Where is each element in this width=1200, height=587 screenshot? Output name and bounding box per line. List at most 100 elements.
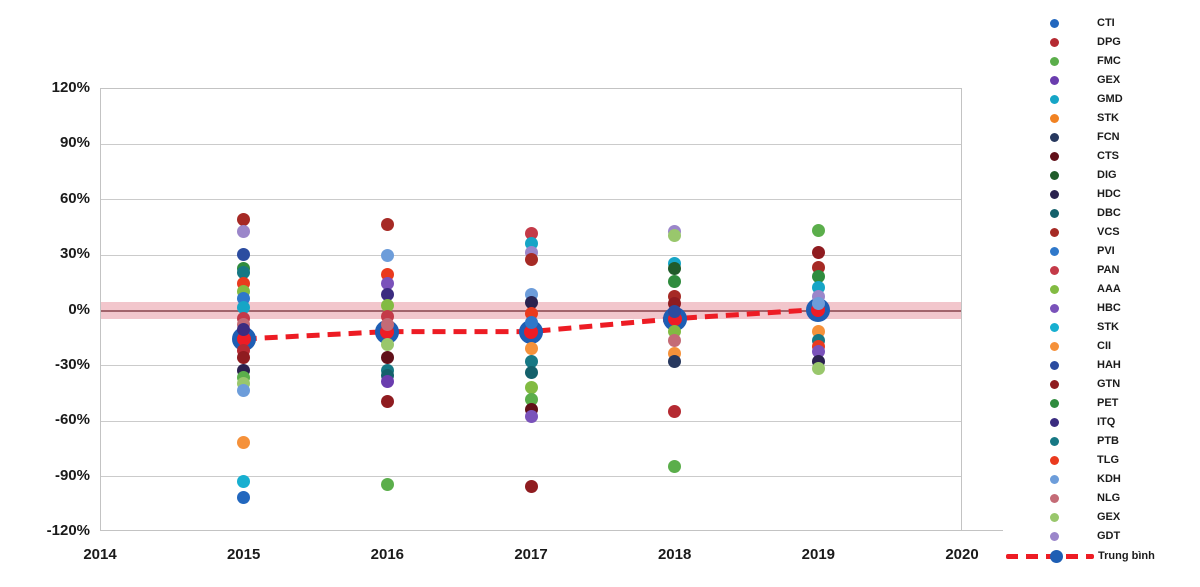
- legend-item: GEX: [1050, 508, 1120, 527]
- scatter-point: [668, 334, 682, 348]
- legend-dot: [1050, 361, 1059, 370]
- legend-item: HAH: [1050, 356, 1121, 375]
- scatter-point: [380, 277, 394, 291]
- legend-dot: [1050, 494, 1059, 503]
- legend-dot: [1050, 19, 1059, 28]
- legend-label: KDH: [1097, 473, 1121, 485]
- legend-label: ITQ: [1097, 416, 1116, 428]
- legend-label: FCN: [1097, 131, 1120, 143]
- legend-label: HBC: [1097, 302, 1121, 314]
- legend-dot: [1050, 247, 1059, 256]
- legend-dot: [1050, 304, 1059, 313]
- legend-item: GTN: [1050, 375, 1120, 394]
- scatter-point: [237, 474, 251, 488]
- legend-item: GEX: [1050, 71, 1120, 90]
- scatter-point: [668, 229, 682, 243]
- scatter-point: [380, 317, 394, 331]
- scatter-point: [668, 304, 682, 318]
- scatter-point: [237, 350, 251, 364]
- legend-item: PAN: [1050, 261, 1119, 280]
- legend-label: CTI: [1097, 17, 1115, 29]
- scatter-point: [811, 245, 825, 259]
- legend-dot: [1050, 342, 1059, 351]
- gridline: [101, 199, 961, 201]
- scatter-point: [237, 301, 251, 315]
- scatter-point: [237, 435, 251, 449]
- x-tick-label: 2019: [801, 546, 836, 563]
- legend-label: PTB: [1097, 435, 1119, 447]
- scatter-point: [668, 459, 682, 473]
- scatter-point: [380, 350, 394, 364]
- legend-dot: [1050, 57, 1059, 66]
- legend-dot: [1050, 532, 1059, 541]
- legend-item: DPG: [1050, 33, 1121, 52]
- legend-label: GEX: [1097, 74, 1121, 86]
- legend-dot: [1050, 76, 1059, 85]
- legend-label: STK: [1097, 321, 1119, 333]
- y-tick-label: -60%: [54, 411, 90, 429]
- scatter-point: [380, 249, 394, 263]
- scatter-point: [524, 315, 538, 329]
- y-tick-label: -90%: [54, 466, 90, 484]
- y-tick-label: 90%: [59, 134, 90, 152]
- legend-item: CTI: [1050, 14, 1115, 33]
- legend-item: GMD: [1050, 90, 1123, 109]
- gridline: [101, 476, 961, 478]
- legend-label: HAH: [1097, 359, 1121, 371]
- scatter-point: [524, 365, 538, 379]
- scatter-point: [668, 275, 682, 289]
- scatter-point: [668, 404, 682, 418]
- y-tick-label: 60%: [59, 189, 90, 207]
- scatter-point: [668, 354, 682, 368]
- legend-item: TLG: [1050, 451, 1119, 470]
- legend-label: GDT: [1097, 530, 1121, 542]
- scatter-point: [380, 338, 394, 352]
- legend-label: GTN: [1097, 378, 1121, 390]
- legend-label: STK: [1097, 112, 1119, 124]
- x-tick-label: 2015: [226, 546, 261, 563]
- legend-item: STK: [1050, 109, 1119, 128]
- scatter-point: [811, 269, 825, 283]
- legend-item: FMC: [1050, 52, 1121, 71]
- legend-average-label: Trung bình: [1098, 550, 1155, 562]
- legend-item: CTS: [1050, 147, 1119, 166]
- legend-label: DBC: [1097, 207, 1121, 219]
- legend-item: CII: [1050, 337, 1111, 356]
- legend-dot: [1050, 380, 1059, 389]
- scatter-point: [380, 478, 394, 492]
- scatter-point: [524, 295, 538, 309]
- legend-item: PET: [1050, 394, 1118, 413]
- y-tick-label: 0%: [68, 300, 90, 318]
- legend-dot: [1050, 323, 1059, 332]
- legend-dot: [1050, 114, 1059, 123]
- legend-item: HDC: [1050, 185, 1121, 204]
- scatter-point: [524, 341, 538, 355]
- legend-item: ITQ: [1050, 413, 1115, 432]
- legend-item: GDT: [1050, 527, 1120, 546]
- legend-dot: [1050, 285, 1059, 294]
- scatter-point: [237, 323, 251, 337]
- legend-dot: [1050, 475, 1059, 484]
- legend-dot: [1050, 209, 1059, 218]
- scatter-point: [811, 297, 825, 311]
- legend-dot: [1050, 456, 1059, 465]
- legend-dot: [1050, 95, 1059, 104]
- scatter-point: [811, 362, 825, 376]
- y-tick-label: -30%: [54, 355, 90, 373]
- gridline: [101, 143, 961, 145]
- legend-dot: [1050, 513, 1059, 522]
- scatter-point: [524, 410, 538, 424]
- legend-label: HDC: [1097, 188, 1121, 200]
- legend-item: STK: [1050, 318, 1119, 337]
- legend-dot: [1050, 228, 1059, 237]
- legend-dot: [1050, 133, 1059, 142]
- legend-item: FCN: [1050, 128, 1120, 147]
- legend-dot: [1050, 38, 1059, 47]
- legend-item: DBC: [1050, 204, 1121, 223]
- legend-dot: [1050, 399, 1059, 408]
- x-tick-label: 2020: [945, 546, 979, 563]
- y-tick-label: 120%: [51, 79, 90, 96]
- y-tick-label: -120%: [46, 522, 90, 539]
- scatter-point: [524, 480, 538, 494]
- scatter-point: [237, 384, 251, 398]
